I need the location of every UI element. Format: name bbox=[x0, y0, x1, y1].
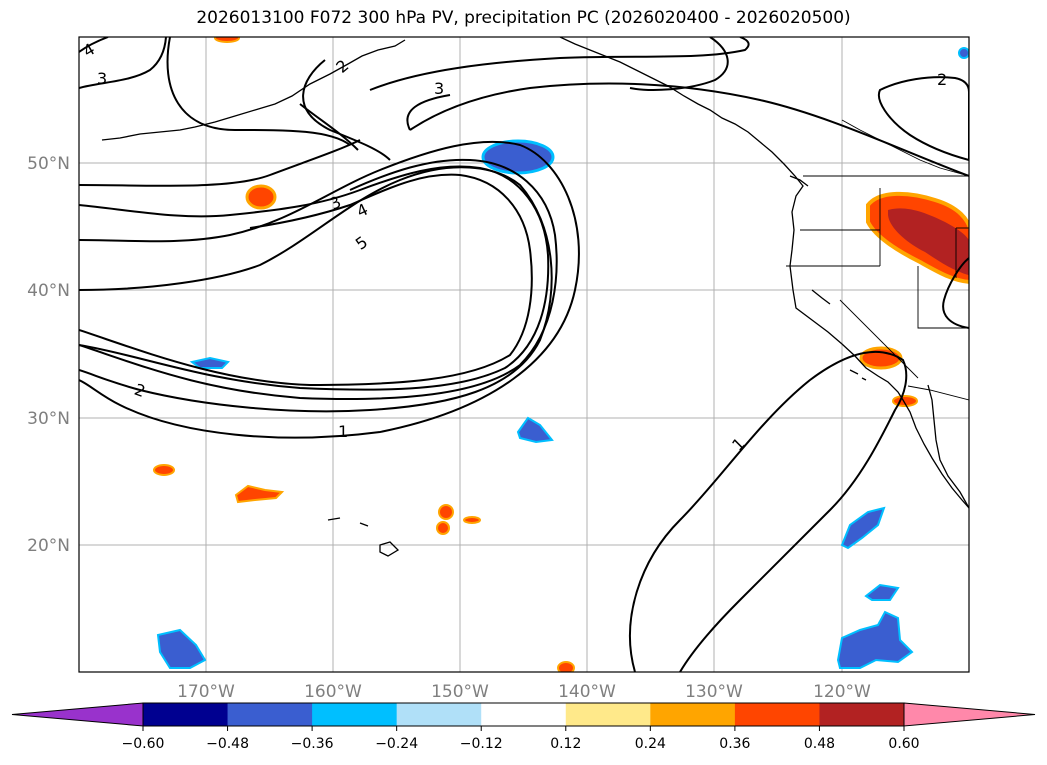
colorbar-tick-label: −0.36 bbox=[291, 736, 334, 752]
colorbar-segment bbox=[312, 703, 398, 726]
contour-label: 2 bbox=[937, 70, 947, 89]
lat-label: 40°N bbox=[27, 281, 70, 301]
chart-title: 2026013100 F072 300 hPa PV, precipitatio… bbox=[196, 8, 851, 28]
colorbar-tick-label: −0.12 bbox=[460, 736, 503, 752]
lon-label: 170°W bbox=[177, 682, 235, 702]
colorbar: −0.60 −0.48 −0.36 −0.24 −0.12 0.12 0.24 0.36 0.4… bbox=[11, 702, 1036, 752]
lon-label: 150°W bbox=[431, 682, 489, 702]
contour-label: 4 bbox=[354, 200, 371, 222]
colorbar-segment bbox=[565, 703, 651, 726]
colorbar-tick-label: 0.36 bbox=[719, 736, 750, 752]
pv-contours bbox=[79, 37, 969, 672]
colorbar-tick-label: −0.48 bbox=[206, 736, 249, 752]
lon-label: 140°W bbox=[558, 682, 616, 702]
colorbar-segment bbox=[819, 703, 905, 726]
colorbar-extend-high bbox=[903, 702, 1036, 727]
colorbar-tick-label: 0.60 bbox=[888, 736, 919, 752]
colorbar-segment bbox=[227, 703, 313, 726]
contour-label: 5 bbox=[352, 232, 371, 253]
lon-label: 130°W bbox=[685, 682, 743, 702]
lat-label: 20°N bbox=[27, 536, 70, 556]
lon-label: 160°W bbox=[304, 682, 362, 702]
colorbar-ticks: −0.60 −0.48 −0.36 −0.24 −0.12 0.12 0.24 0.36 0.4… bbox=[122, 726, 920, 752]
colorbar-segment bbox=[143, 703, 229, 726]
colorbar-tick-label: −0.24 bbox=[375, 736, 418, 752]
colorbar-frame bbox=[142, 702, 905, 727]
colorbar-segment bbox=[481, 703, 567, 726]
colorbar-extend-low bbox=[11, 702, 144, 727]
lat-label: 50°N bbox=[27, 154, 70, 174]
colorbar-segment bbox=[650, 703, 736, 726]
colorbar-segments bbox=[11, 702, 1036, 727]
lon-label: 120°W bbox=[813, 682, 871, 702]
coastlines bbox=[101, 37, 969, 557]
contour-label: 3 bbox=[434, 79, 444, 98]
contour-label: 2 bbox=[332, 56, 352, 77]
colorbar-segment bbox=[734, 703, 820, 726]
colorbar-tick-label: 0.12 bbox=[550, 736, 581, 752]
colorbar-segment bbox=[396, 703, 482, 726]
map-frame bbox=[78, 36, 970, 673]
precip-positive-areas bbox=[153, 37, 969, 672]
gridlines bbox=[79, 37, 969, 672]
contour-labels: 4 3 2 3 2 3 4 5 2 1 1 bbox=[80, 39, 947, 454]
contour-label: 1 bbox=[338, 422, 348, 441]
longitude-labels: 170°W 160°W 150°W 140°W 130°W 120°W bbox=[177, 682, 871, 702]
colorbar-tick-label: 0.48 bbox=[804, 736, 835, 752]
contour-label: 3 bbox=[97, 69, 107, 88]
lat-label: 30°N bbox=[27, 409, 70, 429]
colorbar-tick-label: −0.60 bbox=[122, 736, 165, 752]
colorbar-tick-label: 0.24 bbox=[635, 736, 666, 752]
latitude-labels: 50°N 40°N 30°N 20°N bbox=[27, 154, 70, 556]
